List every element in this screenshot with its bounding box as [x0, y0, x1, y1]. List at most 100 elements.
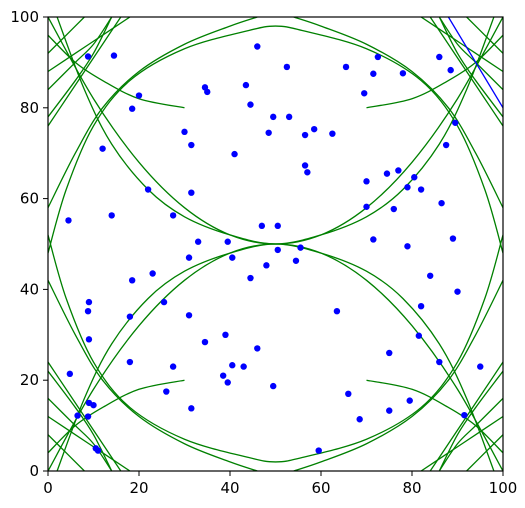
- data-point-62: [304, 169, 311, 176]
- data-point-89: [427, 272, 434, 279]
- data-point-41: [229, 362, 236, 369]
- green-curve-12: [48, 379, 185, 454]
- data-points: [65, 43, 484, 454]
- green-curve-21: [429, 17, 503, 127]
- data-point-25: [169, 363, 177, 370]
- data-point-78: [386, 407, 393, 414]
- data-point-53: [270, 382, 277, 390]
- data-point-49: [258, 222, 266, 230]
- data-point-70: [361, 90, 368, 97]
- data-point-96: [452, 119, 459, 126]
- data-point-85: [411, 174, 418, 181]
- data-point-45: [247, 101, 254, 108]
- data-point-14: [108, 212, 115, 219]
- data-point-42: [231, 150, 238, 158]
- green-curve-30: [48, 280, 258, 471]
- green-curve-9: [48, 17, 122, 127]
- data-point-13: [110, 52, 118, 59]
- data-point-29: [185, 254, 193, 261]
- data-point-73: [370, 70, 377, 77]
- x-tick-label-60: 60: [311, 479, 330, 497]
- data-point-35: [201, 338, 209, 346]
- green-curve-11: [48, 17, 113, 118]
- data-point-34: [204, 88, 211, 96]
- x-tick-label-80: 80: [402, 479, 421, 497]
- data-point-0: [65, 217, 72, 224]
- green-curve-32: [293, 280, 503, 471]
- data-point-58: [292, 257, 300, 264]
- data-point-86: [415, 332, 423, 339]
- green-curve-26: [438, 397, 503, 471]
- blue-line: [447, 17, 503, 109]
- data-point-82: [404, 184, 411, 191]
- green-curve-17: [48, 370, 113, 471]
- data-point-97: [454, 288, 461, 295]
- data-point-28: [188, 189, 195, 196]
- x-tick-label-100: 100: [489, 479, 518, 497]
- green-curve-25: [420, 415, 503, 471]
- data-point-80: [395, 167, 402, 174]
- data-point-98: [461, 411, 468, 419]
- green-curve-15: [48, 361, 122, 471]
- y-tick-label-60: 60: [20, 190, 39, 208]
- data-point-3: [84, 53, 92, 60]
- green-curve-7: [48, 17, 131, 73]
- data-point-1: [66, 370, 74, 378]
- data-point-99: [477, 363, 484, 370]
- data-point-88: [417, 302, 425, 310]
- data-point-61: [301, 162, 309, 169]
- x-tick-label-40: 40: [220, 479, 239, 497]
- green-curve-14: [48, 397, 113, 471]
- data-point-12: [99, 145, 106, 152]
- green-curve-22: [466, 17, 503, 54]
- data-point-95: [449, 235, 457, 242]
- green-curve-6: [48, 34, 185, 109]
- data-point-6: [85, 336, 93, 343]
- green-curve-18: [366, 34, 503, 109]
- data-point-79: [390, 205, 397, 213]
- x-tick-label-20: 20: [129, 479, 148, 497]
- data-point-54: [274, 222, 281, 230]
- data-point-2: [74, 412, 81, 419]
- data-point-24: [169, 212, 177, 219]
- data-point-15: [128, 105, 136, 112]
- data-point-92: [438, 199, 445, 207]
- data-point-74: [370, 236, 377, 243]
- data-point-22: [160, 298, 168, 306]
- data-point-50: [263, 262, 270, 269]
- data-point-27: [188, 141, 195, 149]
- data-point-21: [149, 270, 156, 277]
- green-curve-23: [438, 17, 503, 118]
- data-point-46: [247, 274, 254, 282]
- data-point-44: [242, 81, 250, 89]
- x-tick-label-0: 0: [43, 479, 53, 497]
- data-point-55: [274, 246, 281, 254]
- data-point-68: [345, 390, 352, 398]
- data-point-26: [181, 128, 188, 136]
- green-curve-29: [438, 370, 503, 471]
- y-axis: 0 20 40 60 80 100: [10, 8, 48, 480]
- y-tick-label-80: 80: [20, 99, 39, 117]
- data-point-17: [128, 277, 136, 284]
- green-curve-33: [293, 17, 503, 208]
- data-point-19: [126, 358, 134, 366]
- y-tick-label-40: 40: [20, 280, 39, 298]
- data-point-63: [310, 125, 318, 133]
- data-point-69: [356, 416, 363, 423]
- data-point-76: [383, 170, 391, 177]
- data-point-52: [270, 113, 277, 121]
- green-curve-10: [48, 17, 85, 54]
- data-point-8: [90, 401, 97, 409]
- data-point-87: [417, 186, 425, 193]
- data-point-75: [374, 53, 382, 61]
- data-point-4: [85, 298, 93, 306]
- y-tick-label-20: 20: [20, 371, 39, 389]
- green-curve-19: [420, 17, 503, 73]
- green-curve-5: [48, 243, 503, 471]
- blue-line-segment: [447, 17, 503, 109]
- data-point-32: [194, 238, 202, 245]
- green-curve-31: [48, 17, 258, 208]
- y-tick-label-0: 0: [29, 462, 39, 480]
- data-point-48: [254, 345, 261, 352]
